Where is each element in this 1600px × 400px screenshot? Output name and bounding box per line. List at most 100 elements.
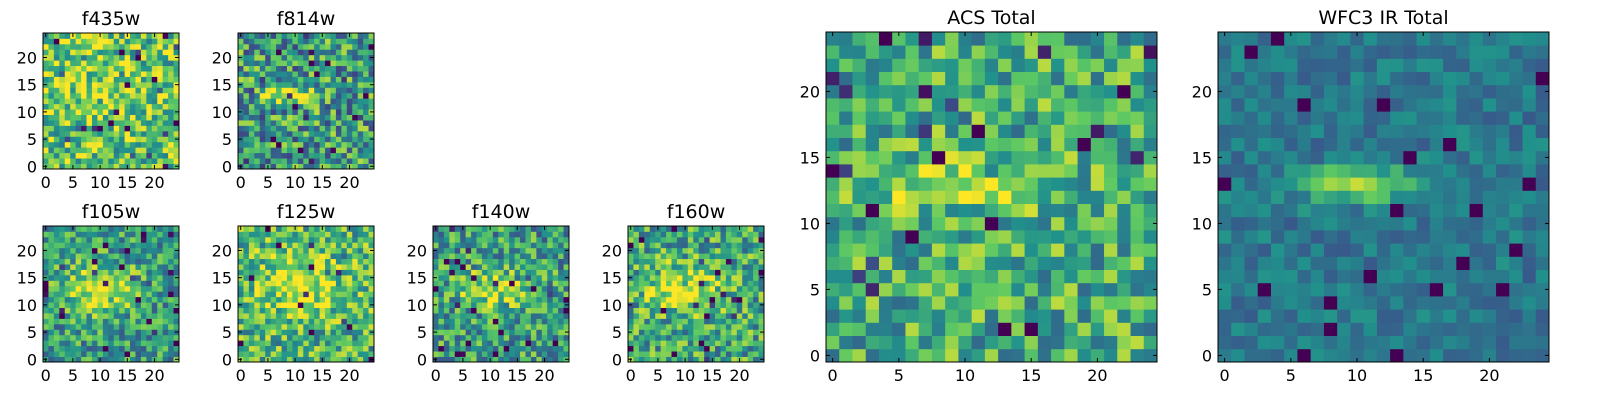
heatmap-cell [541,247,548,254]
heatmap-cell [1064,230,1078,244]
heatmap-cell [731,329,738,336]
heatmap-cell [173,33,180,39]
heatmap-cell [1051,190,1065,204]
heatmap-cell [525,253,532,260]
heatmap-cell [140,147,147,154]
heatmap-cell [43,120,49,126]
heatmap-cell [286,291,293,298]
heatmap-cell [308,264,315,270]
heatmap-cell [971,282,986,297]
heatmap-cell [281,242,288,249]
heatmap-cell [75,43,82,50]
heatmap-cell [75,125,82,132]
heatmap-cell [325,274,331,281]
heatmap-cell [108,242,115,249]
heatmap-cell [1037,98,1052,112]
heatmap-cell [48,236,55,243]
heatmap-cell [1337,256,1351,270]
heatmap-cell [693,296,700,303]
heatmap-cell [1376,203,1391,218]
heatmap-cell [481,340,488,347]
heatmap-cell [433,296,439,303]
heatmap-cell [130,242,136,249]
heatmap-cell [113,334,120,341]
heatmap-cell [530,242,537,249]
heatmap-cell [75,49,82,56]
heatmap-cell [1270,296,1285,310]
heatmap-cell [102,231,109,238]
heatmap-cell [666,247,672,254]
heatmap-cell [644,253,651,260]
heatmap-cell [151,54,158,61]
heatmap-cell [892,216,906,231]
heatmap-cell [1117,269,1131,284]
heatmap-cell [75,54,82,61]
heatmap-cell [655,329,662,336]
heatmap-cell [747,345,754,352]
heatmap-cell [698,236,705,243]
heatmap-cell [530,269,537,276]
heatmap-cell [666,323,672,330]
heatmap-cell [86,125,93,132]
heatmap-cell [297,114,304,121]
heatmap-cell [1390,296,1404,310]
heatmap-cell [140,109,147,115]
heatmap-cell [140,236,147,243]
heatmap-cell [471,340,477,347]
heatmap-cell [81,136,87,143]
heatmap-cell [476,247,483,254]
heatmap-cell [1350,164,1365,178]
heatmap-cell [363,54,369,61]
heatmap-cell [140,38,147,45]
heatmap-cell [1390,309,1404,323]
heatmap-cell [1011,256,1025,270]
heatmap-cell [487,285,494,292]
heatmap-cell [319,329,326,336]
heatmap-cell [59,258,66,265]
heatmap-cell [319,54,326,61]
heatmap-cell [292,60,299,67]
heatmap-cell [1143,335,1158,350]
heatmap-cell [53,65,60,72]
heatmap-cell [75,345,82,352]
heatmap-cell [839,164,853,178]
heatmap-cell [1051,111,1065,125]
heatmap-cell [265,136,272,143]
heatmap-cell [1130,296,1145,310]
heatmap-cell [1104,137,1118,152]
heatmap-cell [1482,322,1497,336]
heatmap-cell [1257,296,1272,310]
y-tick-label: 15 [17,269,37,288]
heatmap-cell [135,345,142,352]
heatmap-cell [826,216,840,231]
heatmap-cell [91,323,98,330]
heatmap-cell [113,158,120,164]
heatmap-cell [151,242,158,249]
heatmap-cell [48,313,55,319]
heatmap-cell [43,242,49,249]
heatmap-cell [363,33,369,39]
heatmap-cell [157,147,164,154]
heatmap-cell [530,329,537,336]
heatmap-cell [70,136,77,143]
heatmap-cell [1443,309,1457,323]
heatmap-cell [113,356,120,363]
heatmap-cell [476,269,483,276]
heatmap-cell [270,313,277,319]
heatmap-cell [503,274,510,281]
heatmap-cell [330,92,337,99]
heatmap-cell [53,87,60,94]
heatmap-cell [363,152,369,159]
heatmap-cell [70,130,77,137]
heatmap-cell [119,302,125,308]
heatmap-cell [563,280,570,287]
heatmap-cell [984,137,999,152]
heatmap-cell [1270,322,1285,336]
heatmap-cell [64,152,71,159]
heatmap-cell [346,345,353,352]
heatmap-cell [357,285,364,292]
heatmap-cell [346,236,353,243]
heatmap-cell [86,43,93,50]
heatmap-cell [368,65,375,72]
